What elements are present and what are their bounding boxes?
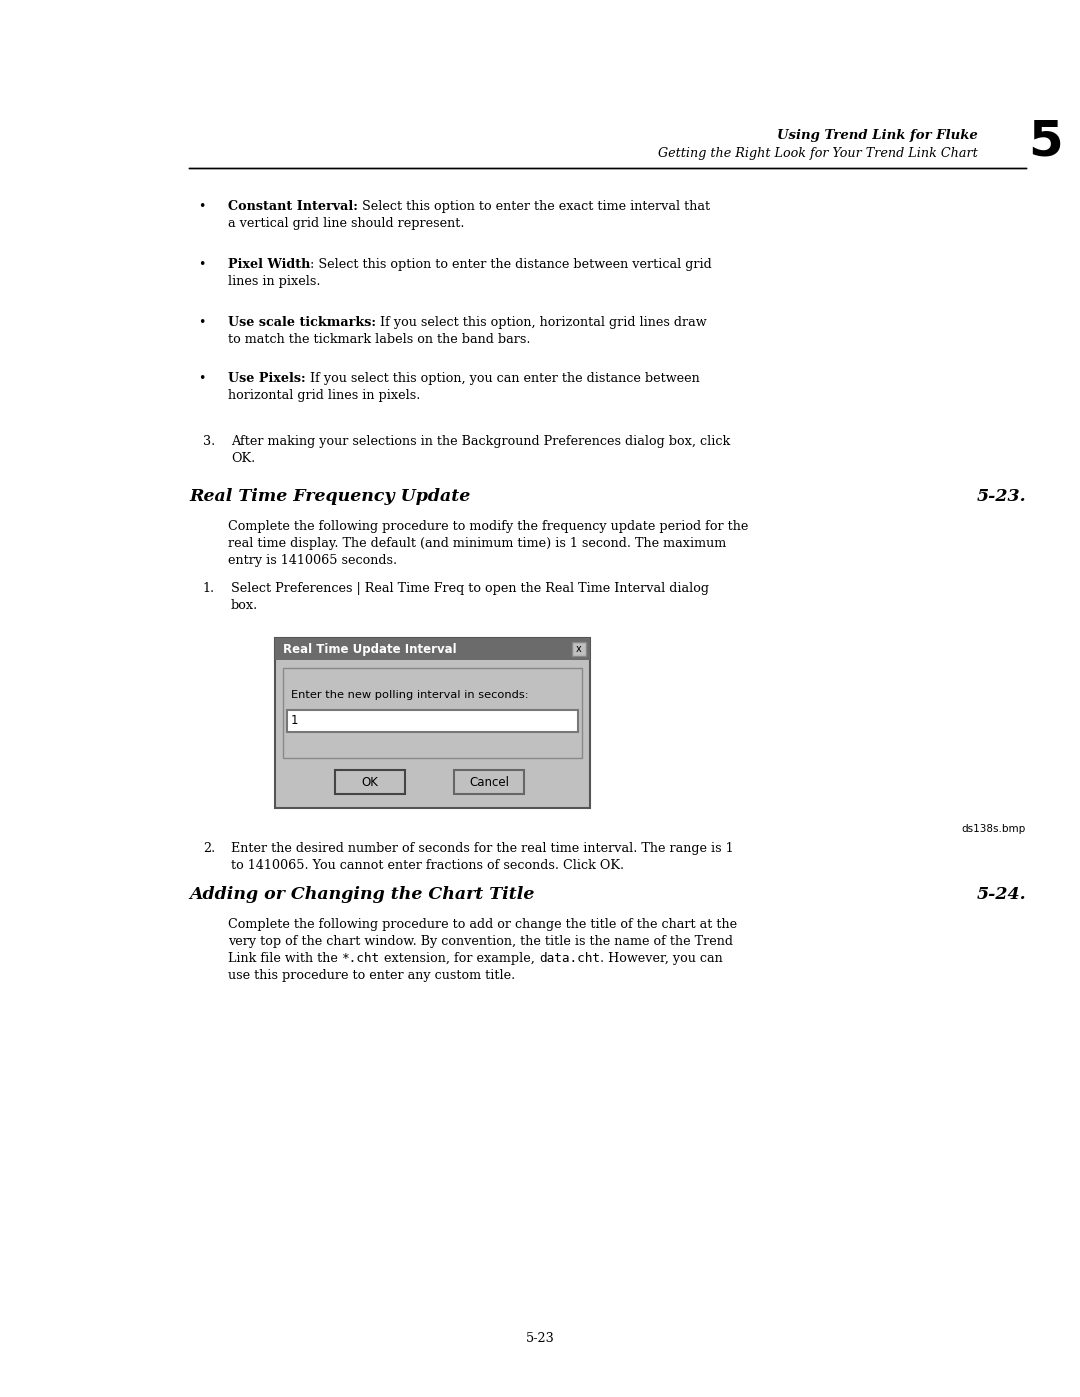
Text: If you select this option, you can enter the distance between: If you select this option, you can enter… (306, 372, 700, 386)
Text: . However, you can: . However, you can (599, 951, 723, 965)
Text: ds138s.bmp: ds138s.bmp (962, 824, 1026, 834)
Bar (287, 710, 578, 732)
Text: data.cht: data.cht (539, 951, 599, 965)
Text: real time display. The default (and minimum time) is 1 second. The maximum: real time display. The default (and mini… (228, 536, 726, 550)
Text: entry is 1410065 seconds.: entry is 1410065 seconds. (228, 555, 397, 567)
Text: a vertical grid line should represent.: a vertical grid line should represent. (228, 217, 464, 231)
Text: Complete the following procedure to add or change the title of the chart at the: Complete the following procedure to add … (228, 918, 738, 930)
Text: Enter the new polling interval in seconds:: Enter the new polling interval in second… (291, 690, 528, 700)
Bar (283, 668, 582, 759)
Text: lines in pixels.: lines in pixels. (228, 275, 321, 288)
Text: Complete the following procedure to modify the frequency update period for the: Complete the following procedure to modi… (228, 520, 748, 534)
Text: to match the tickmark labels on the band bars.: to match the tickmark labels on the band… (228, 332, 530, 346)
Text: OK: OK (361, 775, 378, 788)
Text: Real Time Frequency Update: Real Time Frequency Update (189, 488, 470, 504)
Text: horizontal grid lines in pixels.: horizontal grid lines in pixels. (228, 388, 420, 402)
Text: Real Time Update Interval: Real Time Update Interval (283, 643, 457, 655)
Text: Cancel: Cancel (469, 775, 509, 788)
Text: Use Pixels:: Use Pixels: (228, 372, 306, 386)
Text: *.cht: *.cht (342, 951, 380, 965)
Text: •: • (199, 200, 205, 212)
Text: to 1410065. You cannot enter fractions of seconds. Click OK.: to 1410065. You cannot enter fractions o… (231, 859, 624, 872)
Text: Pixel Width: Pixel Width (228, 258, 310, 271)
Text: use this procedure to enter any custom title.: use this procedure to enter any custom t… (228, 970, 515, 982)
Text: 5: 5 (1028, 117, 1064, 165)
Text: Use scale tickmarks:: Use scale tickmarks: (228, 316, 376, 330)
Text: Adding or Changing the Chart Title: Adding or Changing the Chart Title (189, 886, 535, 902)
Text: 5-23.: 5-23. (976, 488, 1026, 504)
Text: 5-23: 5-23 (526, 1331, 554, 1345)
Bar (335, 770, 405, 793)
Text: •: • (199, 372, 205, 386)
Text: extension, for example,: extension, for example, (380, 951, 539, 965)
Text: •: • (199, 316, 205, 330)
Text: ̲O: ̲O (360, 775, 369, 788)
Text: 1: 1 (291, 714, 298, 728)
Text: Link file with the: Link file with the (228, 951, 342, 965)
Text: 5-24.: 5-24. (976, 886, 1026, 902)
Text: Enter the desired number of seconds for the real time interval. The range is 1: Enter the desired number of seconds for … (231, 842, 733, 855)
Text: Select this option to enter the exact time interval that: Select this option to enter the exact ti… (357, 200, 710, 212)
Text: Getting the Right Look for Your Trend Link Chart: Getting the Right Look for Your Trend Li… (658, 147, 978, 161)
Text: 2.: 2. (203, 842, 215, 855)
Text: If you select this option, horizontal grid lines draw: If you select this option, horizontal gr… (376, 316, 706, 330)
Bar (455, 770, 524, 793)
Text: Select Preferences | Real Time Freq to open the Real Time Interval dialog: Select Preferences | Real Time Freq to o… (231, 583, 708, 595)
Text: box.: box. (231, 599, 258, 612)
Text: OK.: OK. (231, 453, 255, 465)
Text: very top of the chart window. By convention, the title is the name of the Trend: very top of the chart window. By convent… (228, 935, 733, 949)
Text: Using Trend Link for Fluke: Using Trend Link for Fluke (778, 129, 978, 142)
Text: •: • (199, 258, 205, 271)
Text: After making your selections in the Background Preferences dialog box, click: After making your selections in the Back… (231, 434, 730, 448)
Text: : Select this option to enter the distance between vertical grid: : Select this option to enter the distan… (310, 258, 712, 271)
Bar (275, 638, 590, 807)
Text: 1.: 1. (203, 583, 215, 595)
Bar (275, 638, 590, 659)
Text: x: x (576, 644, 582, 654)
Text: Constant Interval:: Constant Interval: (228, 200, 357, 212)
Bar (572, 643, 586, 657)
Text: 3.: 3. (203, 434, 215, 448)
